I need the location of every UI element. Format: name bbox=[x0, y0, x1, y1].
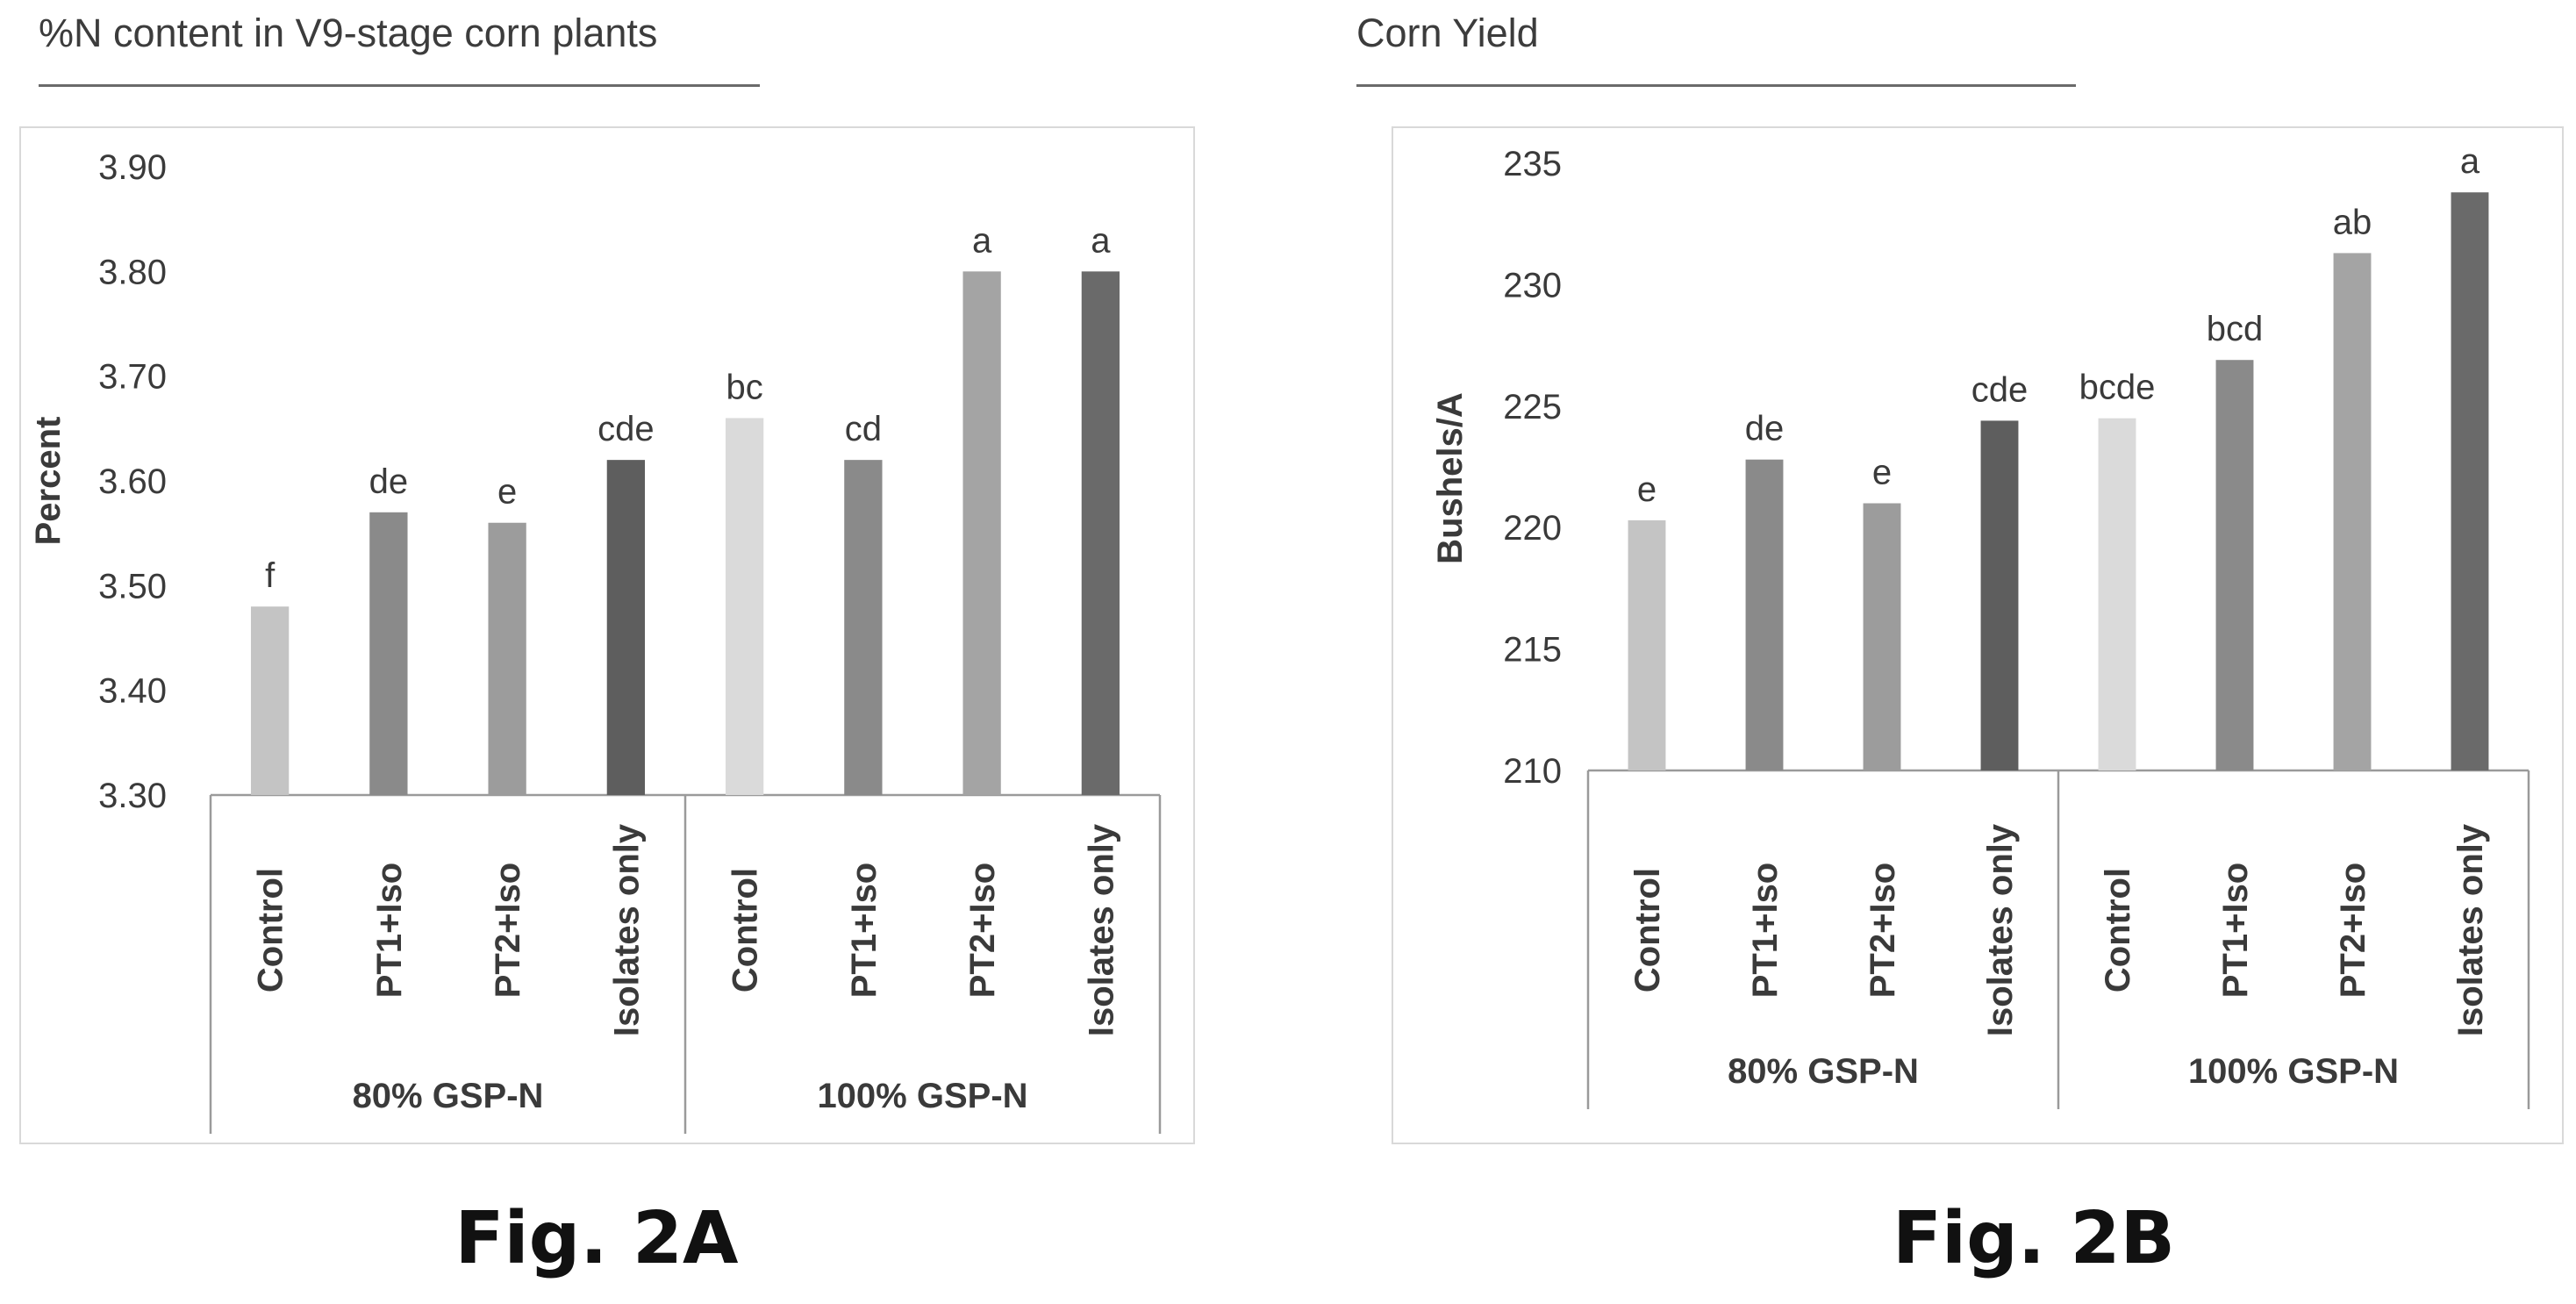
group-label-a-0: 80% GSP-N bbox=[353, 1077, 544, 1115]
y-tick-label-a: 3.30 bbox=[98, 777, 167, 815]
bar-a-5 bbox=[844, 460, 883, 795]
chart-a-frame bbox=[19, 126, 1195, 1144]
category-label-a-0: Control bbox=[252, 868, 290, 992]
y-tick-label-a: 3.70 bbox=[98, 358, 167, 397]
chart-b-title-rule bbox=[1356, 84, 2076, 87]
y-tick-label-b: 225 bbox=[1503, 388, 1562, 426]
y-tick-label-b: 220 bbox=[1503, 509, 1562, 548]
group-label-b-1: 100% GSP-N bbox=[2188, 1052, 2399, 1091]
bar-letter-label-b-5: bcd bbox=[2207, 310, 2264, 348]
y-tick-label-a: 3.90 bbox=[98, 148, 167, 187]
category-label-b-4: Control bbox=[2099, 868, 2137, 992]
bar-b-5 bbox=[2215, 360, 2254, 770]
bar-letter-label-a-2: e bbox=[497, 473, 517, 512]
bar-b-4 bbox=[2098, 418, 2136, 770]
bar-letter-label-b-3: cde bbox=[1971, 370, 2029, 409]
bar-letter-label-a-0: f bbox=[265, 556, 275, 595]
chart-b-title: Corn Yield bbox=[1356, 11, 1539, 55]
bar-a-6 bbox=[962, 271, 1001, 795]
bar-letter-label-a-6: a bbox=[972, 221, 992, 260]
bar-letter-label-a-3: cde bbox=[597, 410, 655, 448]
bar-a-4 bbox=[725, 418, 764, 795]
category-label-b-3: Isolates only bbox=[1981, 823, 2020, 1036]
chart-b-frame bbox=[1392, 126, 2564, 1144]
y-tick-label-b: 235 bbox=[1503, 145, 1562, 183]
category-label-b-5: PT1+Iso bbox=[2216, 863, 2255, 999]
chart-a-title-rule bbox=[39, 84, 760, 87]
bar-letter-label-b-0: e bbox=[1637, 470, 1657, 509]
bar-letter-label-a-7: a bbox=[1091, 221, 1111, 260]
y-tick-label-a: 3.80 bbox=[98, 253, 167, 291]
group-label-a-1: 100% GSP-N bbox=[817, 1077, 1027, 1115]
figure-label-a: Fig. 2A bbox=[454, 1197, 739, 1280]
y-tick-label-b: 215 bbox=[1503, 631, 1562, 670]
group-label-b-0: 80% GSP-N bbox=[1728, 1052, 1919, 1091]
bar-b-1 bbox=[1745, 459, 1784, 770]
bar-b-7 bbox=[2451, 192, 2489, 770]
bar-b-0 bbox=[1628, 519, 1666, 770]
y-tick-label-a: 3.60 bbox=[98, 462, 167, 501]
category-label-a-7: Isolates only bbox=[1082, 823, 1120, 1036]
bar-a-2 bbox=[488, 522, 526, 795]
category-label-a-6: PT2+Iso bbox=[963, 863, 1002, 999]
y-tick-label-a: 3.50 bbox=[98, 567, 167, 605]
y-tick-label-b: 210 bbox=[1503, 752, 1562, 791]
category-label-a-2: PT2+Iso bbox=[489, 863, 527, 999]
y-axis-title-b: Bushels/A bbox=[1431, 392, 1470, 564]
bar-letter-label-a-4: bc bbox=[726, 368, 763, 406]
category-label-a-5: PT1+Iso bbox=[845, 863, 884, 999]
bar-letter-label-a-1: de bbox=[369, 462, 409, 501]
y-axis-title-a: Percent bbox=[29, 417, 68, 546]
y-tick-label-b: 230 bbox=[1503, 266, 1562, 305]
bar-a-3 bbox=[606, 460, 646, 795]
figure-label-b: Fig. 2B bbox=[1892, 1197, 2176, 1280]
bar-b-2 bbox=[1863, 503, 1901, 770]
y-tick-label-a: 3.40 bbox=[98, 672, 167, 711]
category-label-b-2: PT2+Iso bbox=[1864, 863, 1902, 999]
category-label-b-1: PT1+Iso bbox=[1746, 863, 1785, 999]
bar-b-6 bbox=[2333, 253, 2372, 770]
chart-a-title: %N content in V9-stage corn plants bbox=[39, 11, 658, 55]
category-label-a-3: Isolates only bbox=[607, 823, 646, 1036]
category-label-a-4: Control bbox=[726, 868, 765, 992]
bar-letter-label-b-1: de bbox=[1745, 410, 1785, 448]
category-label-b-6: PT2+Iso bbox=[2334, 863, 2372, 999]
bar-letter-label-b-4: bcde bbox=[2079, 369, 2156, 407]
bar-a-7 bbox=[1081, 271, 1120, 795]
category-label-b-7: Isolates only bbox=[2451, 823, 2490, 1036]
bar-letter-label-a-5: cd bbox=[845, 410, 882, 448]
bar-b-3 bbox=[1980, 420, 2019, 770]
category-label-a-1: PT1+Iso bbox=[370, 863, 409, 999]
bar-letter-label-b-6: ab bbox=[2333, 203, 2372, 241]
category-label-b-0: Control bbox=[1628, 868, 1667, 992]
bar-a-1 bbox=[369, 512, 408, 795]
bar-letter-label-b-2: e bbox=[1872, 454, 1892, 492]
bar-a-0 bbox=[250, 606, 290, 795]
bar-letter-label-b-7: a bbox=[2460, 142, 2480, 181]
